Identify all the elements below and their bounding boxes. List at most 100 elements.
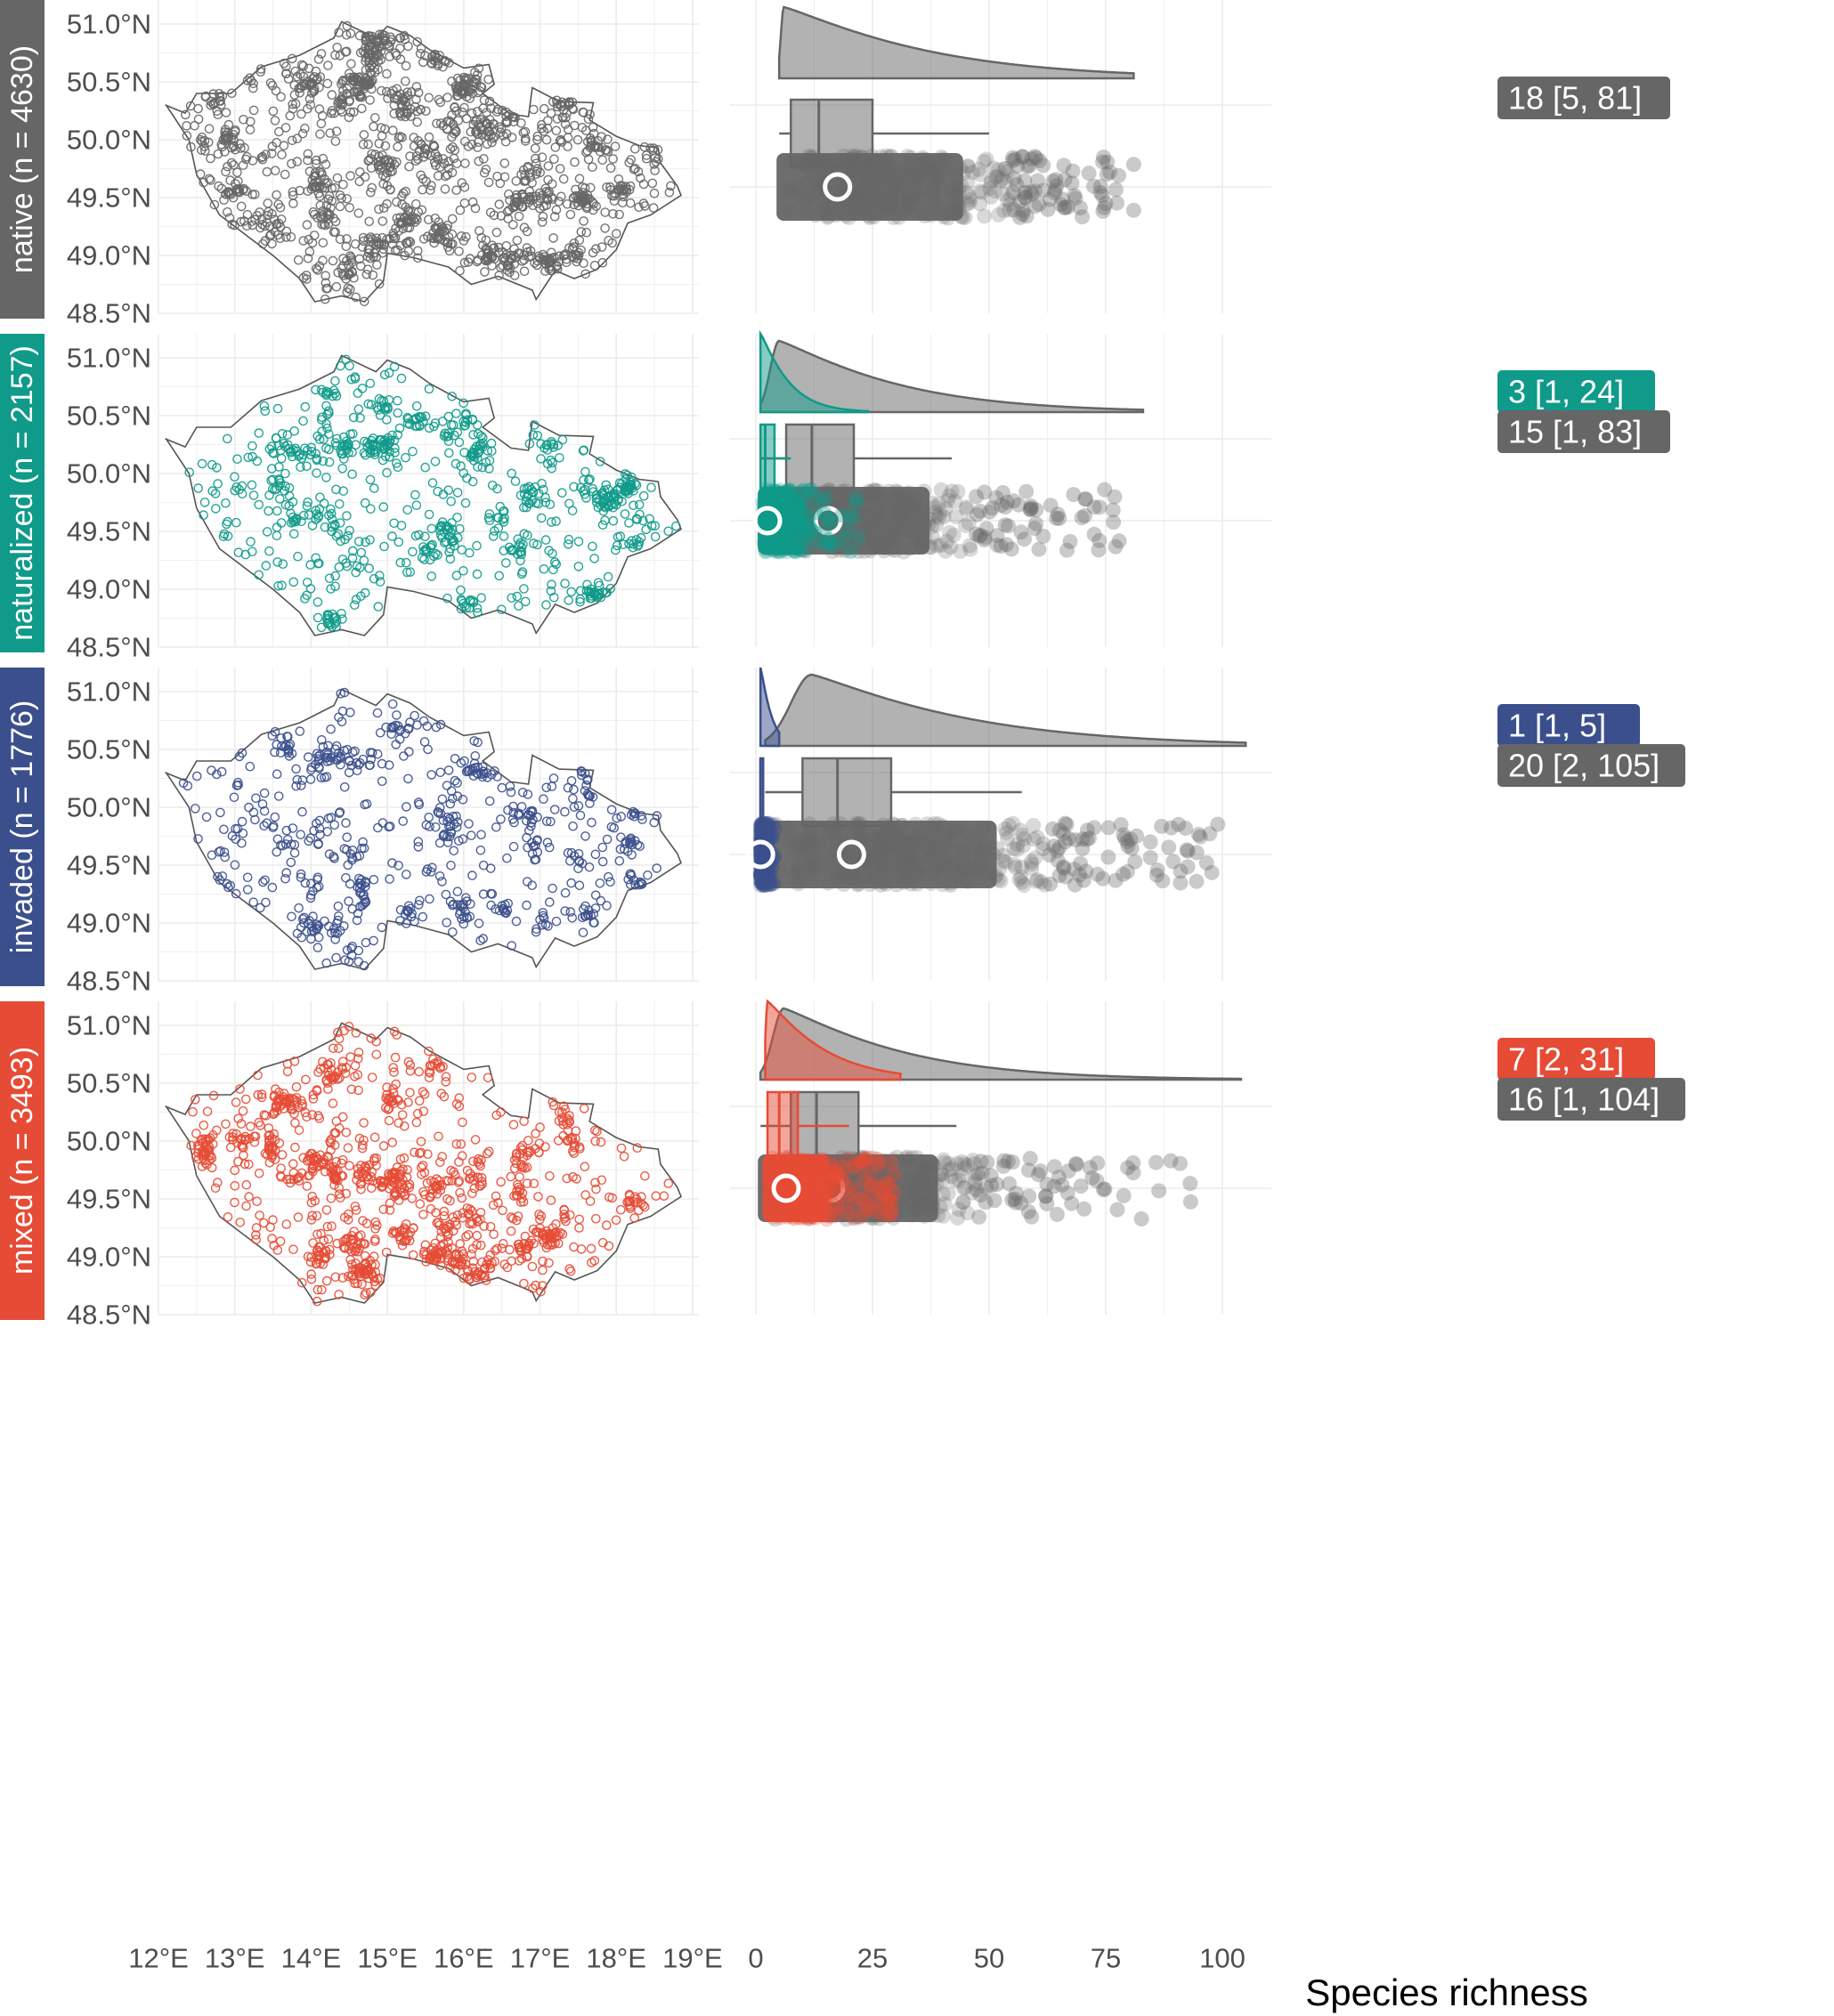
- map-point: [292, 134, 303, 143]
- map-point: [322, 1151, 333, 1162]
- map-point: [267, 882, 278, 893]
- rain-point: [1000, 192, 1016, 208]
- map-point: [331, 1175, 342, 1186]
- rain-point: [993, 173, 1009, 189]
- map-point: [310, 1196, 321, 1206]
- map-point: [671, 521, 681, 531]
- map-point: [509, 271, 520, 280]
- map-point: [304, 1170, 315, 1180]
- rain-point: [1109, 195, 1125, 211]
- map-point: [382, 198, 392, 209]
- map-point: [276, 92, 286, 102]
- map-point: [308, 911, 318, 921]
- map-point: [343, 530, 353, 541]
- map-point: [245, 117, 256, 126]
- map-point: [573, 562, 584, 571]
- map-point: [652, 863, 662, 873]
- map-point: [377, 85, 386, 96]
- map-point: [527, 1261, 538, 1272]
- map-point: [403, 901, 414, 911]
- map-point: [347, 429, 358, 439]
- map-point: [401, 557, 411, 568]
- map-point: [332, 173, 343, 183]
- map-point: [385, 184, 395, 195]
- map-point: [248, 451, 257, 462]
- map-point: [533, 1147, 544, 1158]
- map-point: [327, 106, 337, 116]
- rain-point: [1017, 189, 1033, 205]
- map-point: [579, 193, 589, 203]
- map-point: [486, 103, 496, 113]
- rain-point: [1015, 203, 1031, 219]
- map-point: [632, 1143, 643, 1153]
- map-point: [457, 1193, 467, 1203]
- map-point: [337, 614, 347, 624]
- map-point: [536, 439, 546, 449]
- rain-point: [1015, 206, 1031, 223]
- map-point: [626, 870, 637, 881]
- map-point: [202, 1106, 213, 1117]
- map-point: [507, 814, 518, 824]
- map-point: [410, 421, 420, 432]
- map-point: [580, 1162, 590, 1171]
- map-point: [236, 1119, 247, 1129]
- map-point: [368, 35, 378, 45]
- map-point: [469, 451, 480, 462]
- map-point: [541, 134, 552, 145]
- map-point: [321, 401, 331, 411]
- map-point: [444, 547, 454, 557]
- map-point: [332, 43, 343, 53]
- map-point: [330, 935, 341, 944]
- map-point: [326, 203, 336, 213]
- map-point: [344, 440, 353, 450]
- map-point: [353, 208, 364, 218]
- map-point: [364, 248, 374, 258]
- map-point: [243, 1159, 254, 1170]
- rain-point: [1056, 199, 1072, 215]
- map-point: [439, 1239, 449, 1249]
- map-point: [615, 844, 626, 854]
- map-point: [569, 1242, 579, 1252]
- rain-point: [1031, 541, 1047, 557]
- map-point: [437, 517, 448, 527]
- map-point: [332, 928, 343, 939]
- map-point: [472, 569, 483, 579]
- map-point: [635, 509, 645, 520]
- map-point: [588, 198, 599, 209]
- map-point: [610, 142, 621, 151]
- map-point: [336, 360, 345, 371]
- map-point: [460, 417, 471, 427]
- map-point: [287, 135, 297, 146]
- map-point: [312, 468, 321, 478]
- map-point: [277, 150, 287, 160]
- map-point: [206, 175, 215, 185]
- map-point: [565, 856, 575, 866]
- map-point: [434, 838, 445, 848]
- map-point: [447, 214, 458, 224]
- map-point: [467, 415, 478, 425]
- map-point: [545, 897, 555, 907]
- map-point: [259, 401, 270, 411]
- map-point: [405, 717, 415, 727]
- rain-point: [1099, 166, 1115, 182]
- map-point: [547, 517, 556, 527]
- map-point: [450, 101, 460, 112]
- map-point: [352, 852, 362, 862]
- map-point: [580, 1190, 591, 1200]
- map-point: [265, 78, 276, 88]
- map-point: [600, 515, 610, 526]
- map-point: [528, 487, 539, 498]
- map-point: [452, 887, 463, 897]
- map-point: [302, 274, 312, 284]
- rain-point: [1092, 179, 1108, 194]
- map-point: [365, 474, 376, 485]
- map-point: [356, 1185, 366, 1194]
- rain-point: [1045, 174, 1061, 190]
- map-point: [230, 1165, 240, 1176]
- map-point: [272, 1245, 283, 1255]
- map-point: [416, 104, 426, 115]
- rain-point: [1111, 533, 1127, 549]
- map-point: [566, 776, 577, 786]
- map-point: [227, 219, 238, 230]
- map-point: [321, 278, 331, 288]
